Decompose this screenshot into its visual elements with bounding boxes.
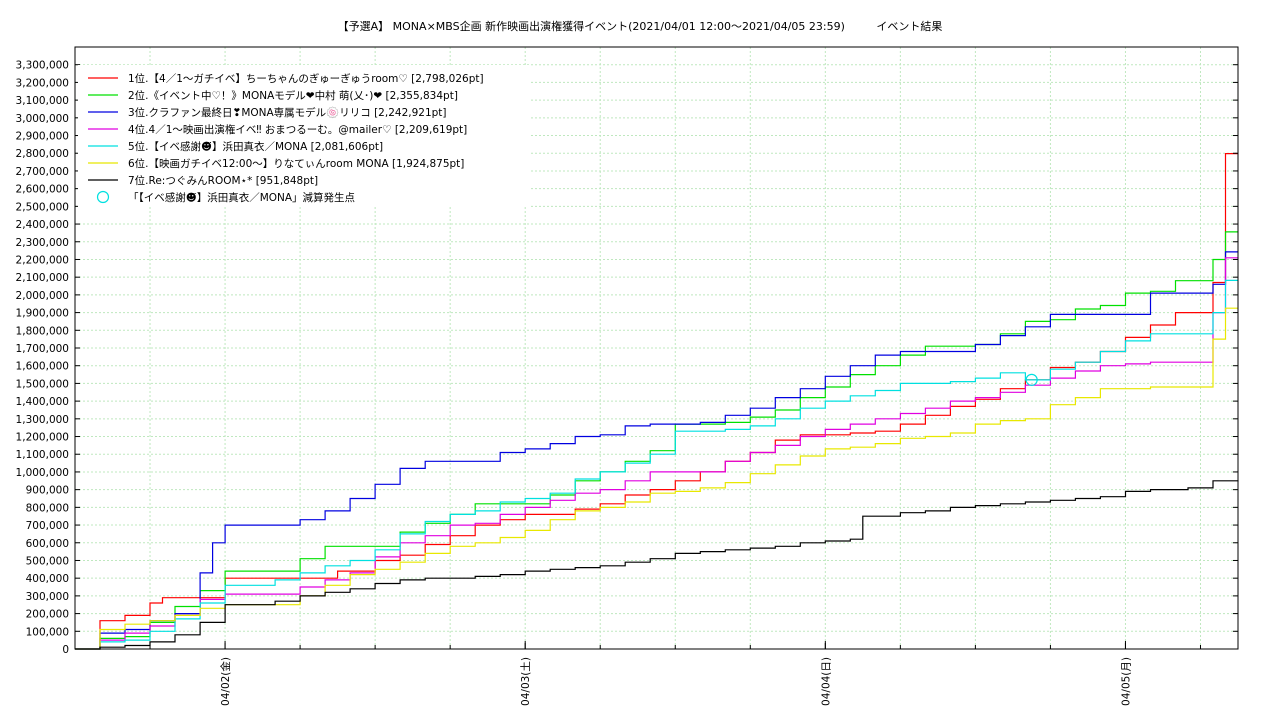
y-tick-label: 1,900,000	[16, 308, 69, 320]
y-tick-label: 1,300,000	[16, 414, 69, 426]
chart-title: 【予選A】 MONA×MBS企画 新作映画出演権獲得イベント(2021/04/0…	[338, 19, 943, 33]
series-layer	[75, 153, 1239, 650]
y-tick-label: 2,500,000	[16, 201, 69, 213]
y-tick-label: 2,900,000	[16, 131, 69, 143]
y-tick-label: 2,100,000	[16, 272, 69, 284]
y-axis: 0 100,000 200,000 300,000 400,000 500,000 600,…	[16, 60, 1238, 656]
annotation-marker	[1025, 373, 1038, 386]
y-tick-label: 700,000	[26, 520, 69, 532]
y-tick-label: 2,200,000	[16, 254, 69, 266]
annotation	[1025, 373, 1038, 386]
x-tick-label: 04/04(日)	[820, 657, 832, 706]
series-line-7	[75, 480, 1239, 650]
y-tick-label: 1,500,000	[16, 378, 69, 390]
legend-annotation-marker	[96, 190, 110, 204]
series-line-2	[75, 231, 1238, 650]
y-tick-label: 3,100,000	[16, 95, 69, 107]
x-tick-label: 04/03(土)	[519, 657, 532, 706]
y-tick-label: 800,000	[26, 502, 69, 514]
series-line-6	[75, 307, 1238, 650]
x-axis: 04/02(金)04/03(土)04/04(日)04/05(月)04/06(火)	[74, 641, 1201, 706]
y-tick-label: 400,000	[26, 573, 69, 585]
y-tick-label: 500,000	[26, 555, 69, 567]
y-tick-label: 1,200,000	[16, 432, 69, 444]
y-tick-label: 2,400,000	[16, 219, 69, 231]
series-line-4	[75, 257, 1238, 650]
y-tick-label: 100,000	[26, 626, 69, 638]
legend-entry: 3位.クラファン最終日❣MONA専属モデル🍥リリコ [2,242,921pt]	[128, 106, 447, 119]
y-tick-label: 3,200,000	[16, 77, 69, 89]
y-tick-label: 900,000	[26, 485, 69, 497]
x-tick-label: 04/02(金)	[219, 657, 232, 706]
legend: 1位.【4／1〜ガチイベ】ちーちゃんのぎゅーぎゅうroom♡ [2,798,02…	[78, 65, 530, 207]
series-line-3	[75, 251, 1238, 650]
y-tick-label: 1,400,000	[16, 396, 69, 408]
y-tick-label: 2,300,000	[16, 237, 69, 249]
y-tick-label: 0	[62, 644, 69, 656]
x-tick-label: 04/05(月)	[1120, 657, 1132, 706]
y-tick-label: 2,600,000	[16, 184, 69, 196]
y-tick-label: 1,800,000	[16, 325, 69, 337]
y-tick-label: 2,700,000	[16, 166, 69, 178]
legend-entry: 7位.Re:つぐみんROOM⋆* [951,848pt]	[128, 174, 318, 187]
y-tick-label: 3,000,000	[16, 113, 69, 125]
legend-entry: 4位.4／1〜映画出演権イベ‼ おまつるーむ。@mailer♡ [2,209,6…	[128, 123, 467, 136]
legend-entry: 6位.【映画ガチイベ12:00〜】りなてぃんroom MONA [1,924,8…	[128, 157, 464, 170]
y-tick-label: 1,100,000	[16, 449, 69, 461]
y-tick-label: 300,000	[26, 591, 69, 603]
legend-box	[78, 65, 530, 207]
legend-annotation-label: 「【イベ感謝☻̈】浜田真衣／MONA」減算発生点	[128, 191, 355, 204]
y-tick-label: 1,600,000	[16, 361, 69, 373]
y-tick-label: 2,000,000	[16, 290, 69, 302]
y-tick-label: 3,300,000	[16, 60, 69, 72]
y-tick-label: 1,700,000	[16, 343, 69, 355]
y-tick-label: 2,800,000	[16, 148, 69, 160]
series-line-5	[75, 279, 1238, 650]
legend-entry: 5位.【イベ感謝☻̈】浜田真衣／MONA [2,081,606pt]	[128, 140, 383, 153]
y-tick-label: 1,000,000	[16, 467, 69, 479]
y-tick-label: 600,000	[26, 538, 69, 550]
legend-entry: 1位.【4／1〜ガチイベ】ちーちゃんのぎゅーぎゅうroom♡ [2,798,02…	[128, 72, 484, 85]
legend-entry: 2位.《イベント中♡！》MONAモデル❤中村 萌(乂･)❤ [2,355,834…	[128, 89, 458, 102]
y-tick-label: 200,000	[26, 609, 69, 621]
